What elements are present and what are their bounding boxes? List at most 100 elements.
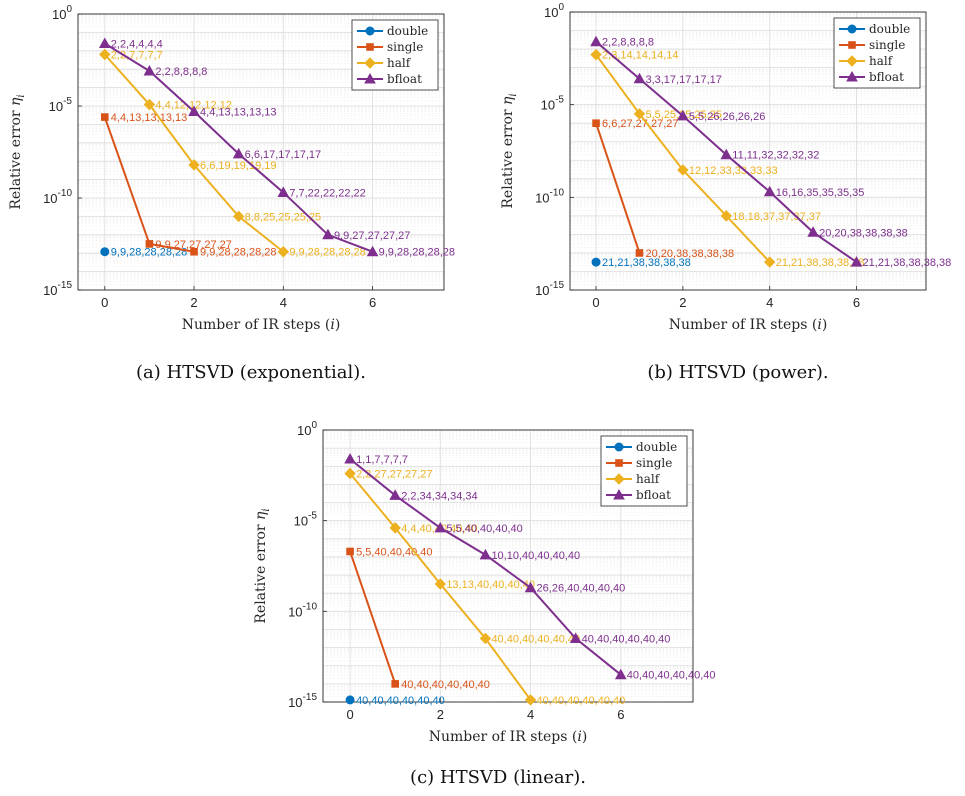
data-label-half: 8,8,25,25,25,25 [245,211,321,223]
data-label-half: 18,18,37,37,37,37 [732,211,821,223]
data-label-half: 21,21,38,38,38,38 [776,257,865,269]
x-tick-label: 2 [679,295,686,310]
data-point-half [99,48,111,61]
y-tick-label: 10-15 [288,692,317,710]
y-tick-label: 10-5 [541,95,565,113]
legend-marker-single [848,41,856,49]
legend-marker-double [847,24,857,34]
legend-label-bfloat: bfloat [636,488,671,502]
data-label-bfloat: 6,6,17,17,17,17 [245,149,321,161]
data-point-half [232,210,245,223]
chart-caption: (c) HTSVD (linear). [410,767,586,788]
y-tick-label: 10-5 [49,96,73,114]
data-label-bfloat: 2,2,8,8,8,8 [602,37,654,49]
data-point-half [389,522,401,534]
x-tick-label: 4 [527,707,534,722]
data-label-bfloat: 1,1,7,7,7,7 [356,454,408,466]
data-label-bfloat: 2,2,34,34,34,34 [401,490,477,502]
data-point-bfloat [389,489,402,500]
data-label-bfloat: 2,2,4,4,4,4 [111,38,163,50]
data-label-single: 4,4,13,13,13,13 [111,112,187,124]
x-tick-label: 6 [853,295,860,310]
data-point-single [391,680,399,688]
data-label-bfloat: 26,26,40,40,40,40 [537,583,626,595]
legend-label-single: single [387,40,423,54]
data-label-half: 12,12,33,33,33,33 [689,165,778,177]
data-label-half: 9,9,28,28,28,28 [289,247,365,259]
data-point-bfloat [143,64,156,76]
data-point-bfloat [322,228,334,240]
chart-caption: (a) HTSVD (exponential). [136,362,366,383]
series-single: 6,6,27,27,27,27 20,20,38,38,38,38 [592,118,734,260]
data-point-double [591,257,601,267]
legend-label-bfloat: bfloat [869,70,904,84]
data-label-double: 9,9,28,28,28,28 [111,247,187,259]
data-label-bfloat: 9,9,27,27,27,27 [334,230,410,242]
data-point-bfloat [479,548,492,560]
legend-label-half: half [869,54,894,68]
data-point-bfloat [763,185,776,197]
data-label-half: 40,40,40,40,40,40 [491,633,580,645]
data-point-half [677,164,689,176]
data-label-bfloat: 9,9,28,28,28,28 [379,247,455,259]
legend-label-bfloat: bfloat [387,72,422,86]
x-tick-label: 0 [101,295,108,310]
legend: double single half bfloat [833,17,921,89]
x-axis-label: Number of IR steps (i) [429,729,588,745]
data-label-single: 5,5,40,40,40,40 [356,546,432,558]
axes-box [77,13,445,291]
series-line-single [595,122,641,254]
series-double: 21,21,38,38,38,38 [591,257,691,269]
legend-marker-single [615,459,623,467]
y-axis-label: Relative error ηi [8,94,27,209]
legend: double single half bfloat [600,435,688,507]
series-double: 40,40,40,40,40,40 [345,695,445,707]
data-point-double [100,247,110,257]
legend-label-double: double [869,22,910,36]
legend-marker-bfloat [364,72,376,84]
data-label-half: 13,13,40,40,40,40 [446,579,535,591]
data-point-bfloat [232,147,245,159]
data-label-bfloat: 21,21,38,38,38,38 [863,257,952,269]
legend-label-single: single [869,38,905,52]
x-tick-label: 2 [190,295,197,310]
series-half: 2,2,7,7,7,7 4,4,12,12,12,12 6,6,19,19,19,1… [99,48,366,259]
data-point-half [344,467,356,480]
data-point-bfloat [807,226,819,237]
data-label-bfloat: 2,2,8,8,8,8 [155,66,207,78]
legend-marker-bfloat [613,488,625,500]
data-label-single: 6,6,27,27,27,27 [602,118,678,130]
data-point-bfloat [633,72,646,84]
data-label-bfloat: 20,20,38,38,38,38 [819,227,908,239]
data-label-single: 9,9,27,27,27,27 [155,239,231,251]
x-axis-label: Number of IR steps (i) [669,317,828,333]
series-bfloat: 1,1,7,7,7,7 2,2,34,34,34,34 5,5,40,40,40,4… [344,453,716,682]
x-axis-label: Number of IR steps (i) [182,317,341,333]
y-tick-label: 10-10 [288,601,317,619]
data-point-bfloat [590,35,602,47]
data-point-half [277,246,290,258]
chart-1: 0 2 4 6 100 10-5 10-10 10-15 Number of IR steps … [8,4,455,383]
data-point-half [434,578,447,590]
data-label-half: 40,40,40,40,40,40 [537,695,626,707]
series-half: 2,2,27,27,27,274,4,40,40,40,4013,13,40,4… [344,467,626,707]
x-tick-label: 0 [346,707,353,722]
data-label-half: 4,4,12,12,12,12 [155,100,231,112]
data-point-single [145,240,154,248]
data-label-half: 6,6,19,19,19,19 [200,160,276,172]
legend-label-single: single [636,456,672,470]
y-tick-label: 10-15 [43,280,72,298]
legend-marker-double [614,442,624,452]
legend-label-double: double [636,440,677,454]
legend-marker-half [846,55,858,67]
series-single: 5,5,40,40,40,40 40,40,40,40,40,40 [346,546,490,691]
data-label-bfloat: 5,5,40,40,40,40 [446,523,522,535]
data-label-half: 2,2,7,7,7,7 [111,49,163,61]
data-point-single [592,119,600,128]
data-point-bfloat [188,105,200,117]
data-point-single [190,247,198,256]
data-label-double: 21,21,38,38,38,38 [602,257,691,269]
y-tick-label: 100 [297,420,317,438]
y-tick-label: 10-10 [535,187,564,205]
